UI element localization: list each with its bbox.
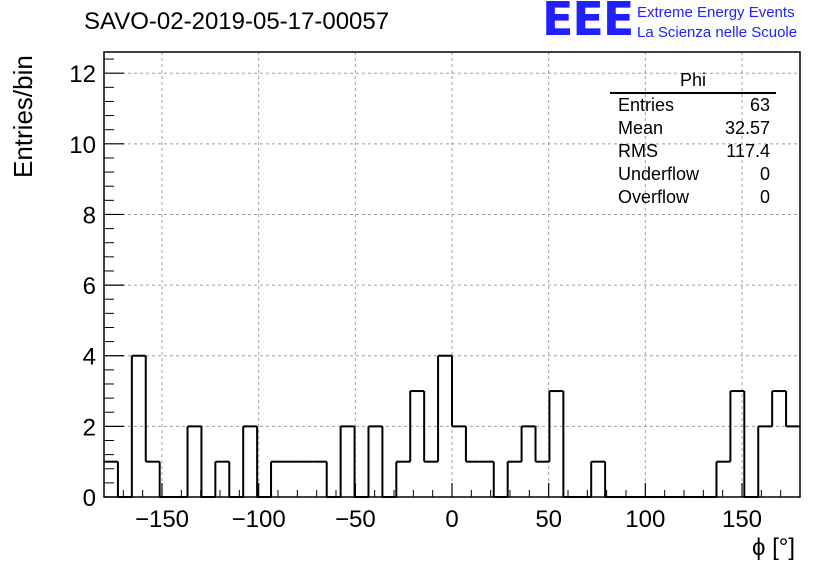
stats-label: Entries [618,95,675,115]
stats-label: Overflow [618,187,690,207]
x-tick-label: −150 [135,506,189,533]
x-tick-label: 150 [722,506,762,533]
stats-row-underflow: Underflow 0 [610,163,776,186]
eee-logo: EEE [542,0,634,46]
y-axis-label: Entries/bin [8,55,38,178]
y-tick-label: 10 [69,132,96,159]
stats-value: 0 [759,164,770,184]
stats-label: RMS [618,141,658,161]
x-tick-label: 0 [445,506,458,533]
y-tick-label: 4 [83,344,96,371]
y-tick-label: 2 [83,414,96,441]
x-tick-label: −100 [232,506,286,533]
x-axis-label: ϕ [°] [752,534,796,561]
axis-tick-labels: −150 −100 −50 0 50 100 150 0 2 4 6 8 10 12 [69,61,762,533]
stats-name: Phi [610,70,776,94]
stats-value: 32.57 [724,118,770,138]
y-tick-label: 0 [83,485,96,512]
axis-ticks [104,58,782,498]
chart-title: SAVO-02-2019-05-17-00057 [84,8,390,35]
logo-line-2: La Scienza nelle Scuole [637,24,798,41]
stats-row-entries: Entries 63 [610,94,776,117]
y-tick-label: 8 [83,202,96,229]
y-tick-label: 12 [69,61,96,88]
stats-value: 63 [749,95,770,115]
stats-label: Mean [618,118,664,138]
stats-row-rms: RMS 117.4 [610,140,776,163]
x-tick-label: −50 [335,506,376,533]
x-tick-label: 100 [625,506,665,533]
stats-value: 117.4 [726,141,770,161]
logo-line-1: Extreme Energy Events [637,4,795,21]
stats-box: Phi Entries 63 Mean 32.57 RMS 117.4 Underfl… [610,70,776,209]
y-tick-label: 6 [83,273,96,300]
stats-value: 0 [759,187,770,207]
stats-label: Underflow [618,164,700,184]
x-tick-label: 50 [535,506,562,533]
stats-row-overflow: Overflow 0 [610,186,776,209]
stats-row-mean: Mean 32.57 [610,117,776,140]
